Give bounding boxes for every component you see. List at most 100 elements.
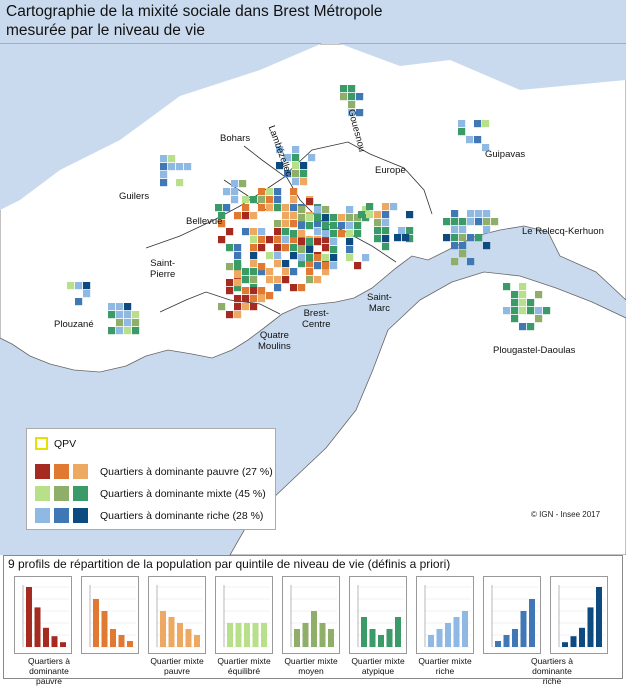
north-coast-sea (0, 40, 626, 210)
north-land (0, 43, 626, 373)
profile-chart-2 (81, 576, 139, 654)
profile-bar (503, 635, 510, 647)
swatch-mixte-3 (73, 486, 88, 501)
legend-qpv-label: QPV (54, 437, 77, 450)
profile-bar (529, 599, 535, 647)
profile-label-mixte-atypique: Quartier mixte atypique (351, 656, 405, 676)
profile-bar (579, 627, 585, 647)
profile-chart-7 (416, 576, 474, 654)
profile-bar (194, 635, 200, 647)
profile-bar (34, 607, 41, 647)
profiles-title: 9 profils de répartition de la populatio… (8, 557, 451, 571)
profile-chart-4 (215, 576, 273, 654)
place-label-brest-centre: Brest- Centre (302, 308, 331, 330)
place-label-quatre-moulins: Quatre Moulins (258, 330, 291, 352)
profiles-panel: 9 profils de répartition de la populatio… (3, 555, 623, 686)
profile-bar (51, 636, 58, 647)
swatch-riche-3 (73, 508, 88, 523)
profile-bar (235, 623, 242, 647)
profile-bar (261, 623, 267, 647)
profile-chart-5 (282, 576, 340, 654)
legend-label-pauvre: Quartiers à dominante pauvre (27 %) (100, 465, 273, 478)
profile-bar (445, 623, 451, 647)
profile-label-dominante-pauvre: Quartiers à dominante pauvre (27, 656, 71, 686)
profile-bar (319, 623, 326, 647)
profile-bar (520, 611, 527, 647)
swatch-riche-1 (35, 508, 50, 523)
profile-bar (101, 611, 108, 647)
profile-chart-1 (14, 576, 72, 654)
legend-row-pauvre: Quartiers à dominante pauvre (27 %) (35, 464, 273, 479)
place-label-le-relecq-kerhuon: Le Relecq-Kerhuon (522, 226, 604, 237)
profile-bar (462, 611, 468, 647)
swatch-mixte-2 (54, 486, 69, 501)
place-label-bellevue: Bellevue (186, 216, 223, 227)
legend-label-mixte: Quartiers à dominante mixte (45 %) (100, 487, 266, 500)
legend-label-riche: Quartiers à dominante riche (28 %) (100, 509, 264, 522)
plougastel-peninsula (229, 271, 626, 555)
place-label-saint-marc: Saint- Marc (367, 292, 392, 314)
profile-bar (495, 641, 501, 647)
profile-bar (328, 629, 334, 647)
profile-bar (168, 617, 175, 647)
profile-bar (60, 642, 66, 647)
profile-bar (562, 642, 568, 647)
map-title: Cartographie de la mixité sociale dans B… (6, 3, 383, 39)
profile-bar (311, 611, 317, 647)
swatch-riche-2 (54, 508, 69, 523)
profile-label-dominante-riche: Quartiers à dominante riche (530, 656, 574, 686)
profile-bar (160, 611, 166, 647)
profile-bar (428, 635, 434, 647)
profile-label-mixte-riche: Quartier mixte riche (418, 656, 472, 676)
profile-bar (294, 629, 300, 647)
profile-bar (43, 627, 49, 647)
swatch-pauvre-2 (54, 464, 69, 479)
place-label-saint-pierre: Saint- Pierre (150, 258, 176, 280)
qpv-swatch (35, 437, 48, 450)
place-label-plougastel-daoulas: Plougastel-Daoulas (493, 345, 576, 356)
profile-bar (512, 629, 518, 647)
profile-bar (185, 629, 192, 647)
grid-cells (67, 85, 551, 335)
place-label-bohars: Bohars (220, 133, 251, 144)
profile-bar (227, 623, 233, 647)
profile-chart-9 (550, 576, 608, 654)
map-credit: © IGN - Insee 2017 (531, 510, 601, 519)
place-label-plouzane: Plouzané (54, 319, 94, 330)
profile-bar (395, 617, 401, 647)
profile-bar (570, 636, 577, 647)
profile-bar (453, 617, 460, 647)
profile-chart-6 (349, 576, 407, 654)
profile-bar (361, 617, 367, 647)
profile-bar (302, 623, 309, 647)
profile-bar (177, 623, 183, 647)
profile-label-mixte-pauvre: Quartier mixte pauvre (150, 656, 204, 676)
swatch-pauvre-1 (35, 464, 50, 479)
place-label-europe: Europe (375, 165, 406, 176)
profile-label-mixte-equilibre: Quartier mixte équilibré (217, 656, 271, 676)
legend-row-mixte: Quartiers à dominante mixte (45 %) (35, 486, 266, 501)
legend-row-riche: Quartiers à dominante riche (28 %) (35, 508, 263, 523)
profile-bar (127, 641, 133, 647)
place-label-guilers: Guilers (119, 191, 150, 202)
profile-bar (118, 635, 125, 647)
profile-bar (26, 587, 32, 647)
swatch-mixte-1 (35, 486, 50, 501)
legend-row-qpv: QPV (35, 437, 76, 450)
profile-bar (369, 629, 376, 647)
profile-label-mixte-moyen: Quartier mixte moyen (284, 656, 338, 676)
profile-bar (110, 629, 116, 647)
profile-chart-8 (483, 576, 541, 654)
place-label-guipavas: Guipavas (485, 149, 526, 160)
profile-bar (436, 629, 443, 647)
profile-bar (386, 629, 393, 647)
profile-bar (244, 623, 250, 647)
profile-chart-3 (148, 576, 206, 654)
profile-bar (93, 599, 99, 647)
profile-bar (252, 623, 259, 647)
map-legend: QPV Quartiers à dominante pauvre (27 %) … (26, 428, 276, 530)
profile-bar (378, 635, 384, 647)
swatch-pauvre-3 (73, 464, 88, 479)
profile-bar (587, 607, 594, 647)
profile-bar (596, 587, 602, 647)
